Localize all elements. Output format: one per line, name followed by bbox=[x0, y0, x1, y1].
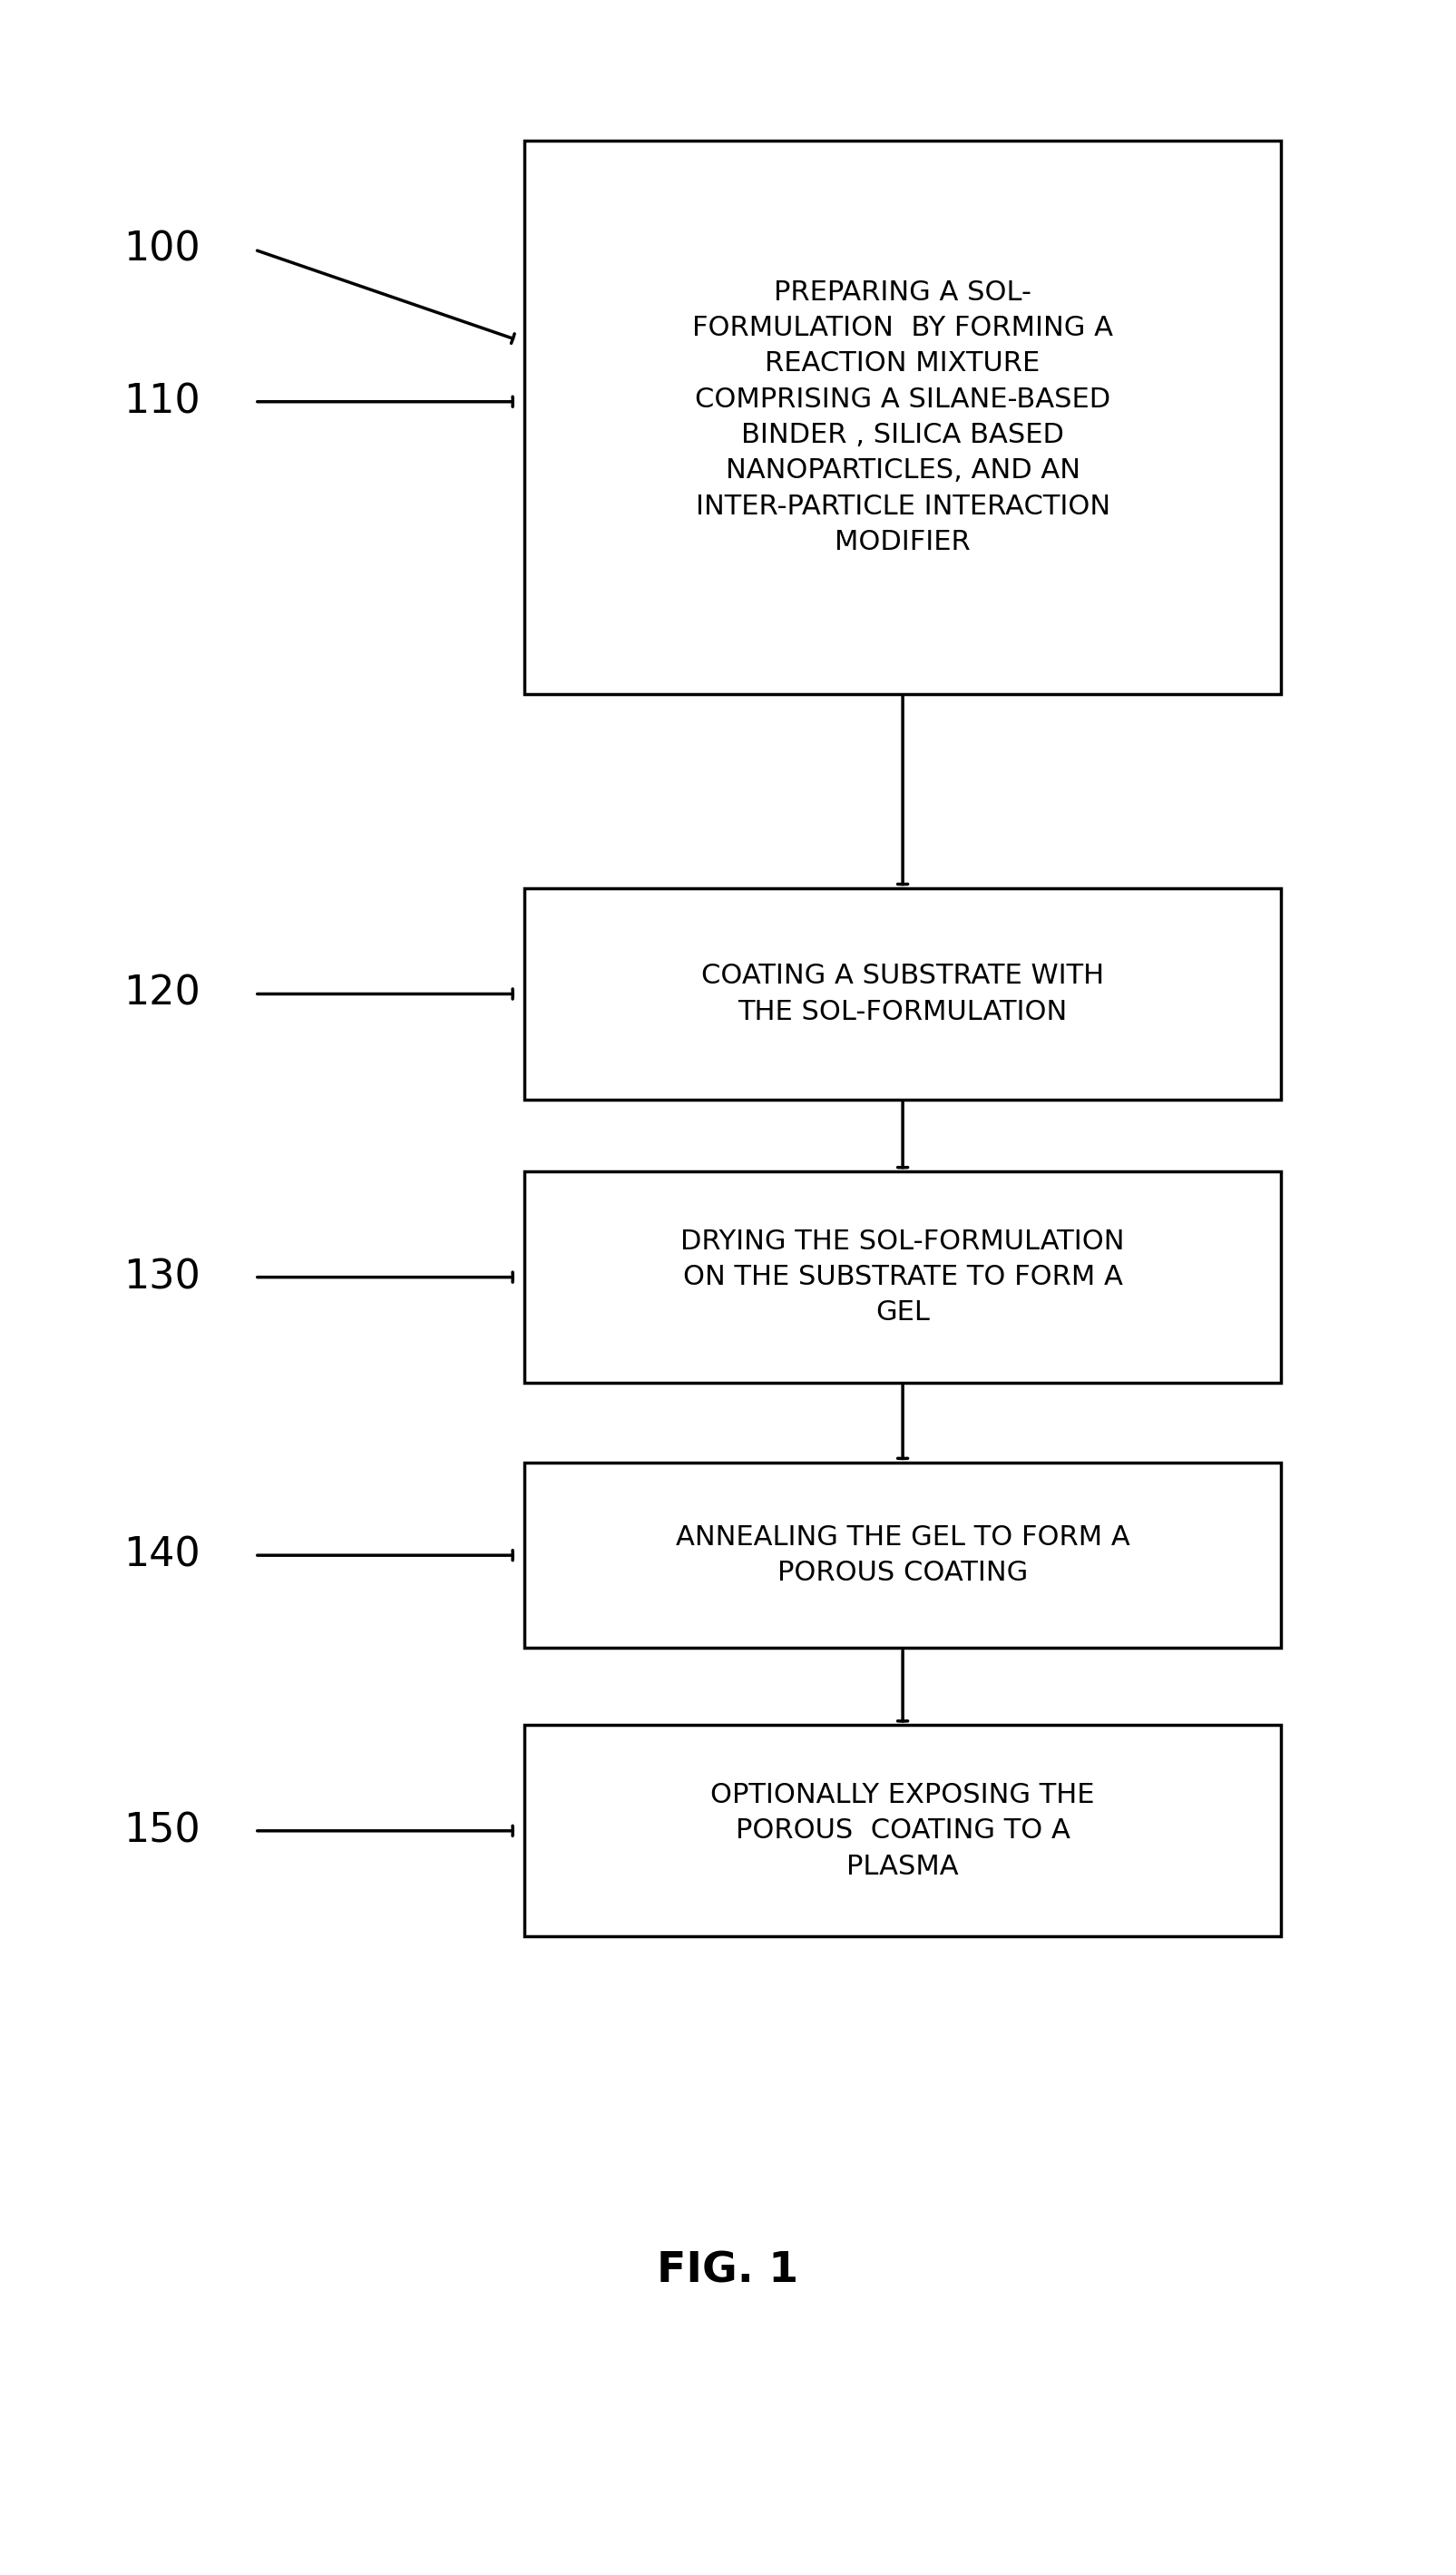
Text: 140: 140 bbox=[124, 1535, 201, 1576]
Text: OPTIONALLY EXPOSING THE
POROUS  COATING TO A
PLASMA: OPTIONALLY EXPOSING THE POROUS COATING T… bbox=[711, 1782, 1095, 1880]
Text: PREPARING A SOL-
FORMULATION  BY FORMING A
REACTION MIXTURE
COMPRISING A SILANE-: PREPARING A SOL- FORMULATION BY FORMING … bbox=[692, 278, 1114, 556]
FancyBboxPatch shape bbox=[524, 142, 1281, 695]
Text: 110: 110 bbox=[124, 381, 201, 422]
FancyBboxPatch shape bbox=[524, 1463, 1281, 1648]
Text: ANNEALING THE GEL TO FORM A
POROUS COATING: ANNEALING THE GEL TO FORM A POROUS COATI… bbox=[676, 1524, 1130, 1586]
Text: COATING A SUBSTRATE WITH
THE SOL-FORMULATION: COATING A SUBSTRATE WITH THE SOL-FORMULA… bbox=[702, 963, 1104, 1025]
FancyBboxPatch shape bbox=[524, 1172, 1281, 1383]
Text: 150: 150 bbox=[124, 1810, 201, 1851]
Text: 120: 120 bbox=[124, 973, 201, 1015]
Text: DRYING THE SOL-FORMULATION
ON THE SUBSTRATE TO FORM A
GEL: DRYING THE SOL-FORMULATION ON THE SUBSTR… bbox=[681, 1228, 1124, 1326]
Text: 100: 100 bbox=[124, 229, 201, 270]
FancyBboxPatch shape bbox=[524, 1725, 1281, 1936]
FancyBboxPatch shape bbox=[524, 888, 1281, 1100]
Text: 130: 130 bbox=[124, 1257, 201, 1298]
Text: FIG. 1: FIG. 1 bbox=[657, 2251, 799, 2292]
